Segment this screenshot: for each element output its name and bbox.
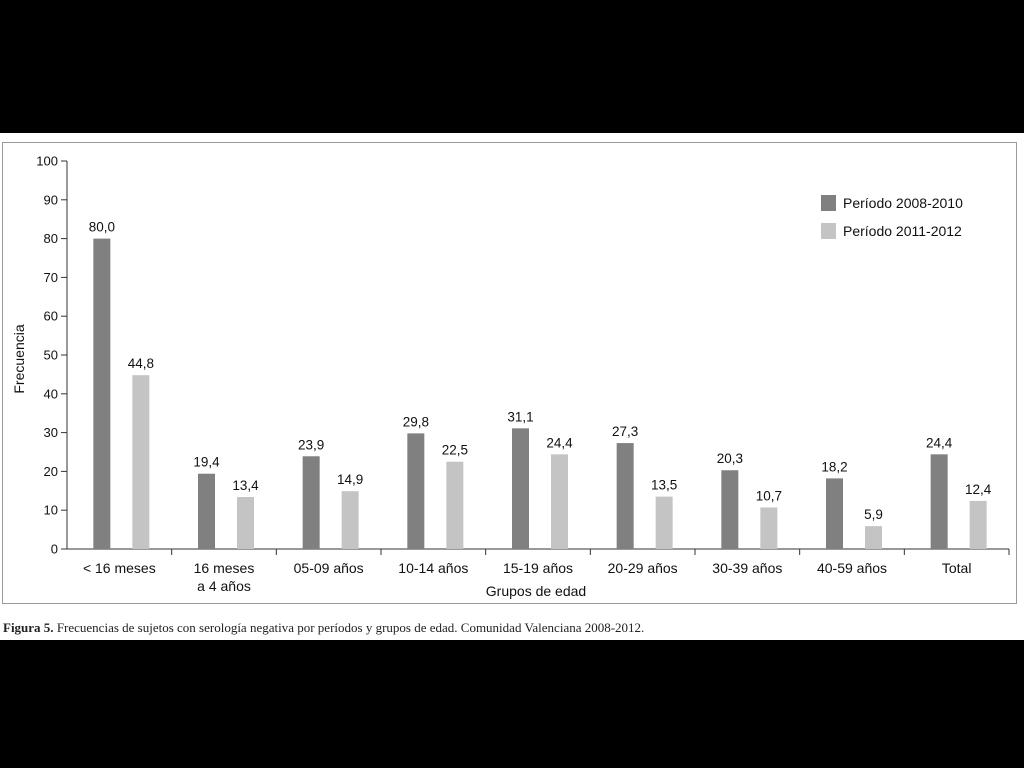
x-tick-label: 05-09 años [294, 560, 364, 576]
data-label: 10,7 [756, 488, 782, 503]
data-label: 27,3 [612, 424, 638, 439]
x-tick-label: 40-59 años [817, 560, 887, 576]
data-label: 29,8 [403, 414, 429, 429]
y-tick-label: 70 [44, 270, 58, 285]
data-label: 14,9 [337, 472, 363, 487]
x-tick-label: < 16 meses [83, 560, 156, 576]
caption-label: Figura 5. [3, 620, 54, 635]
bar-2011-2012 [865, 526, 882, 549]
data-label: 5,9 [864, 507, 883, 522]
bar-2011-2012 [237, 497, 254, 549]
bar-2008-2010 [826, 478, 843, 549]
bar-2008-2010 [198, 473, 215, 549]
bar-2011-2012 [132, 375, 150, 549]
bar-2008-2010 [721, 470, 739, 549]
y-tick-label: 50 [44, 348, 58, 363]
y-tick-label: 10 [44, 503, 58, 518]
bar-2008-2010 [930, 454, 948, 549]
data-label: 23,9 [298, 437, 324, 452]
bar-2011-2012 [760, 507, 778, 549]
data-label: 80,0 [89, 220, 115, 235]
data-label: 24,4 [926, 435, 953, 450]
legend-label: Período 2011-2012 [843, 223, 962, 239]
x-tick-label: a 4 años [197, 578, 251, 594]
data-label: 24,4 [546, 435, 573, 450]
y-tick-label: 40 [44, 386, 58, 401]
x-tick-label: 15-19 años [503, 560, 573, 576]
x-tick-label: Total [942, 560, 972, 576]
bar-chart: 0 10 20 30 40 50 60 70 80 90 100 80,0 44,8 < 16 meses… [11, 154, 1010, 599]
data-label: 19,4 [193, 455, 220, 470]
bar-2008-2010 [616, 443, 634, 549]
data-label: 31,1 [507, 409, 533, 424]
caption-text: Frecuencias de sujetos con serología neg… [53, 620, 645, 635]
bar-2008-2010 [512, 428, 529, 549]
y-tick-label: 20 [44, 464, 58, 479]
chart-frame: 0 10 20 30 40 50 60 70 80 90 100 80,0 44,8 < 16 meses… [2, 142, 1017, 604]
bar-2011-2012 [341, 491, 359, 549]
bar-2008-2010 [302, 456, 320, 549]
data-label: 22,5 [442, 443, 468, 458]
y-tick-label: 90 [44, 192, 58, 207]
legend-swatch [821, 223, 836, 239]
data-label: 18,2 [821, 459, 847, 474]
data-label: 13,5 [651, 478, 677, 493]
figure-caption: Figura 5. Frecuencias de sujetos con ser… [3, 620, 1018, 636]
bar-2011-2012 [551, 454, 568, 549]
data-label: 20,3 [717, 451, 743, 466]
y-tick-label: 30 [44, 425, 58, 440]
x-tick-label: 30-39 años [712, 560, 782, 576]
y-tick-label: 100 [36, 154, 58, 169]
data-label: 12,4 [965, 482, 992, 497]
x-tick-label: 16 meses [194, 560, 255, 576]
data-label: 13,4 [232, 478, 259, 493]
y-axis-title: Frecuencia [11, 324, 27, 393]
x-axis-title: Grupos de edad [486, 583, 586, 599]
bar-2011-2012 [446, 461, 464, 549]
y-tick-label: 60 [44, 309, 58, 324]
figure-background [0, 133, 1024, 640]
bar-2011-2012 [655, 496, 673, 549]
legend-label: Período 2008-2010 [843, 195, 963, 211]
x-tick-label: 20-29 años [608, 560, 678, 576]
legend-swatch [821, 195, 836, 211]
bar-2008-2010 [407, 433, 425, 549]
bar-2008-2010 [93, 238, 111, 549]
x-tick-label: 10-14 años [398, 560, 468, 576]
bar-2011-2012 [969, 500, 987, 549]
data-label: 44,8 [128, 356, 154, 371]
y-tick-label: 0 [51, 542, 58, 557]
y-tick-label: 80 [44, 231, 58, 246]
